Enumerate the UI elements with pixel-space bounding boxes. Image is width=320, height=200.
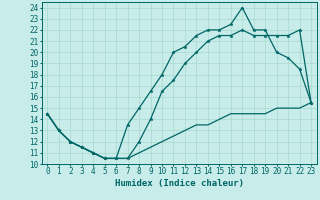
- X-axis label: Humidex (Indice chaleur): Humidex (Indice chaleur): [115, 179, 244, 188]
